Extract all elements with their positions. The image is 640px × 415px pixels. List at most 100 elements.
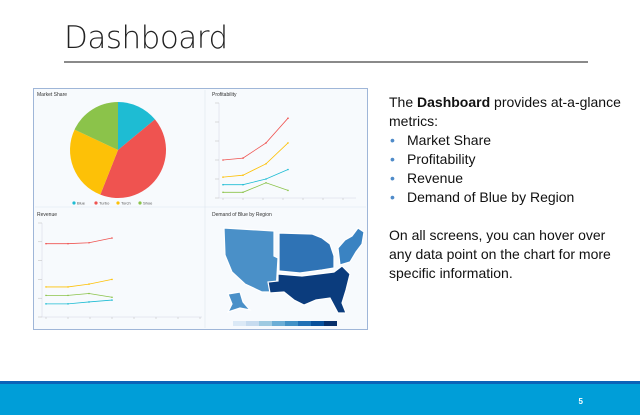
- data-point[interactable]: [45, 242, 47, 245]
- revenue-chart[interactable]: [38, 222, 202, 319]
- data-point[interactable]: [111, 278, 113, 281]
- series-line[interactable]: [46, 279, 113, 288]
- profitability-chart[interactable]: [215, 102, 356, 200]
- pie-legend: Blue Turbo Torch Shoe: [72, 201, 153, 206]
- data-point[interactable]: [45, 294, 47, 297]
- data-point[interactable]: [222, 183, 224, 186]
- intro-text: The Dashboard provides at-a-glance metri…: [389, 93, 629, 131]
- series-line[interactable]: [46, 299, 113, 305]
- data-point[interactable]: [88, 292, 90, 295]
- map-region-south[interactable]: [267, 265, 351, 314]
- list-item: • Revenue: [389, 169, 629, 188]
- demand-title: Demand of Blue by Region: [212, 212, 272, 218]
- data-point[interactable]: [265, 163, 267, 165]
- scale-step: [324, 321, 337, 326]
- legend-label: Shoe: [143, 201, 153, 206]
- map-region-alaska[interactable]: [226, 291, 252, 314]
- metrics-list: • Market Share • Profitability • Revenue • D…: [389, 131, 629, 207]
- data-point[interactable]: [222, 191, 224, 194]
- pie-slice-blue[interactable]: [118, 102, 155, 150]
- scale-step: [285, 321, 298, 326]
- data-point[interactable]: [67, 294, 69, 297]
- bullet-text: Revenue: [407, 170, 464, 186]
- data-point[interactable]: [265, 142, 267, 144]
- bullet-icon: •: [390, 189, 395, 205]
- bullet-text: Demand of Blue by Region: [407, 189, 575, 205]
- market-share-title: Market Share: [37, 92, 67, 98]
- scale-step: [311, 321, 324, 326]
- list-item: • Demand of Blue by Region: [389, 188, 629, 207]
- dashboard-screenshot: Market Share Profitability Revenue Deman…: [33, 88, 368, 330]
- legend-swatch: [94, 201, 98, 205]
- scale-step: [259, 321, 272, 326]
- data-point[interactable]: [45, 286, 47, 288]
- slide-body: The Dashboard provides at-a-glance metri…: [389, 93, 629, 283]
- series-line[interactable]: [223, 169, 289, 186]
- data-point[interactable]: [242, 183, 244, 186]
- bullet-text: Profitability: [407, 151, 476, 167]
- data-point[interactable]: [287, 117, 289, 119]
- data-point[interactable]: [287, 142, 289, 144]
- legend-swatch: [138, 201, 142, 205]
- color-scale-legend: [233, 321, 337, 326]
- list-item: • Market Share: [389, 131, 629, 150]
- list-item: • Profitability: [389, 150, 629, 169]
- map-region-northeast[interactable]: [337, 227, 365, 266]
- scale-step: [246, 321, 259, 326]
- dashboard-term: Dashboard: [417, 94, 491, 110]
- data-point[interactable]: [88, 241, 90, 244]
- legend-swatch: [116, 201, 120, 205]
- legend-label: Turbo: [99, 201, 110, 206]
- series-line[interactable]: [222, 142, 289, 178]
- page-number: 5: [578, 397, 583, 406]
- pie-slice-torch[interactable]: [70, 129, 118, 195]
- bullet-icon: •: [390, 151, 395, 167]
- dashboard-graphic: Market Share Profitability Revenue Deman…: [35, 90, 366, 328]
- slide-footer: 5: [0, 381, 640, 415]
- data-point[interactable]: [111, 296, 113, 299]
- data-point[interactable]: [111, 299, 113, 301]
- data-point[interactable]: [287, 189, 289, 192]
- hover-note: On all screens, you can hover over any d…: [389, 227, 611, 281]
- bullet-icon: •: [390, 132, 395, 148]
- intro-prefix: The: [389, 94, 418, 110]
- bullet-text: Market Share: [407, 132, 492, 148]
- data-point[interactable]: [88, 301, 90, 303]
- data-point[interactable]: [222, 159, 224, 161]
- data-point[interactable]: [242, 157, 244, 159]
- scale-step: [272, 321, 285, 326]
- series-line[interactable]: [222, 117, 289, 161]
- scale-step: [298, 321, 311, 326]
- data-point[interactable]: [265, 178, 267, 180]
- series-line[interactable]: [46, 237, 113, 245]
- series-line[interactable]: [46, 293, 113, 298]
- data-point[interactable]: [287, 168, 289, 171]
- bullet-icon: •: [390, 170, 395, 186]
- data-point[interactable]: [67, 286, 69, 288]
- data-point[interactable]: [67, 242, 69, 245]
- legend-label: Torch: [121, 201, 131, 206]
- map-region-midwest[interactable]: [278, 232, 335, 274]
- legend-label: Blue: [77, 201, 86, 206]
- data-point[interactable]: [242, 174, 244, 176]
- pie-slice-shoe[interactable]: [74, 102, 118, 150]
- data-point[interactable]: [45, 303, 47, 305]
- slide-title: Dashboard: [64, 20, 228, 56]
- map-region-west[interactable]: [223, 227, 279, 293]
- profitability-title: Profitability: [212, 92, 237, 98]
- legend-swatch: [72, 201, 76, 205]
- data-point[interactable]: [222, 176, 224, 178]
- title-underline: [64, 61, 588, 63]
- intro-suffix: provides at-a-glance metrics:: [389, 94, 621, 129]
- data-point[interactable]: [88, 283, 90, 285]
- data-point[interactable]: [265, 182, 267, 184]
- us-region-map[interactable]: [223, 227, 365, 314]
- revenue-title: Revenue: [37, 212, 57, 218]
- data-point[interactable]: [111, 237, 113, 239]
- scale-step: [233, 321, 246, 326]
- data-point[interactable]: [67, 303, 69, 305]
- data-point[interactable]: [242, 191, 244, 194]
- market-share-pie[interactable]: [70, 102, 167, 198]
- pie-slice-turbo[interactable]: [100, 119, 167, 198]
- series-line[interactable]: [223, 182, 289, 193]
